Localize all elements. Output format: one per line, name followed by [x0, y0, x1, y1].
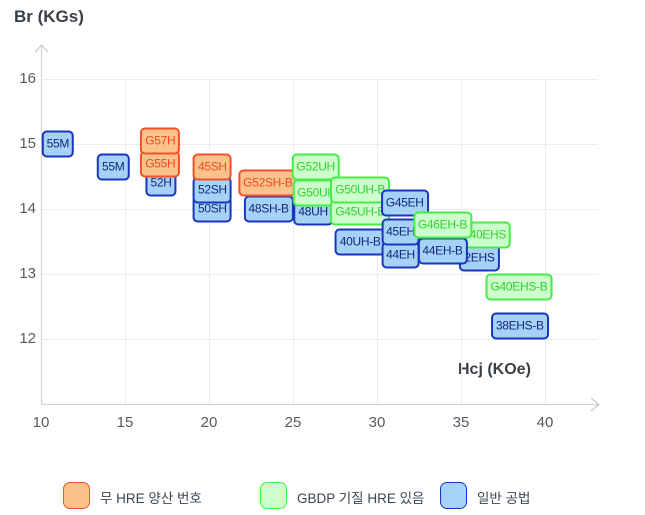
- data-point-box[interactable]: G45EH: [380, 189, 429, 216]
- gridline-x: [125, 79, 126, 404]
- gridline-y: [41, 274, 598, 275]
- legend-label: 무 HRE 양산 번호: [100, 491, 202, 506]
- data-point-box[interactable]: 52SH: [192, 176, 232, 203]
- y-tick-label: 14: [19, 200, 36, 217]
- legend-swatch[interactable]: [260, 482, 287, 509]
- x-tick-label: 30: [368, 414, 386, 431]
- x-tick-label: 25: [284, 414, 302, 431]
- data-point-box[interactable]: G52SH-B: [238, 169, 298, 197]
- data-point-box[interactable]: G57H: [140, 127, 181, 155]
- data-point-box[interactable]: 55M: [97, 153, 130, 181]
- legend-swatch[interactable]: [63, 482, 90, 509]
- y-axis-arrow-icon: [35, 44, 48, 53]
- data-point-box[interactable]: 45SH: [192, 153, 232, 181]
- y-tick-label: 16: [19, 70, 36, 87]
- gridline-y: [41, 339, 598, 340]
- data-point-box[interactable]: G40EHS-B: [485, 273, 553, 301]
- x-axis-arrow-icon: [590, 397, 600, 412]
- data-point-box[interactable]: 40UH-B: [334, 228, 386, 255]
- data-point-box[interactable]: G55H: [140, 150, 181, 177]
- data-point-box[interactable]: G46EH-B: [412, 211, 473, 239]
- legend-label: 일반 공법: [477, 491, 531, 506]
- gridline-x: [41, 79, 42, 404]
- legend-swatch[interactable]: [440, 482, 467, 509]
- x-tick-label: 10: [32, 414, 50, 431]
- y-tick-label: 12: [19, 330, 36, 347]
- x-tick-label: 20: [200, 414, 218, 431]
- gridline-x: [293, 79, 294, 404]
- x-tick-label: 40: [536, 414, 554, 431]
- y-tick-label: 13: [19, 265, 36, 282]
- gridline-y: [41, 79, 598, 80]
- x-tick-label: 35: [452, 414, 470, 431]
- data-point-box[interactable]: G52UH: [291, 153, 340, 181]
- data-point-box[interactable]: 40EHS: [464, 221, 512, 249]
- gridline-x: [209, 79, 210, 404]
- data-point-box[interactable]: 48SH-B: [243, 195, 294, 223]
- gridline-x: [545, 79, 546, 404]
- data-point-box[interactable]: 55M: [41, 130, 75, 158]
- gridline-y: [41, 144, 598, 145]
- y-axis-title: Br (KGs): [14, 7, 84, 26]
- data-point-box[interactable]: 44EH-B: [417, 237, 468, 265]
- y-tick-label: 15: [19, 135, 36, 152]
- legend-label: GBDP 기질 HRE 있음: [297, 491, 425, 506]
- data-point-box[interactable]: 38EHS-B: [490, 312, 549, 340]
- x-tick-label: 15: [116, 414, 134, 431]
- x-axis-title: Hcj (KOe): [458, 361, 531, 378]
